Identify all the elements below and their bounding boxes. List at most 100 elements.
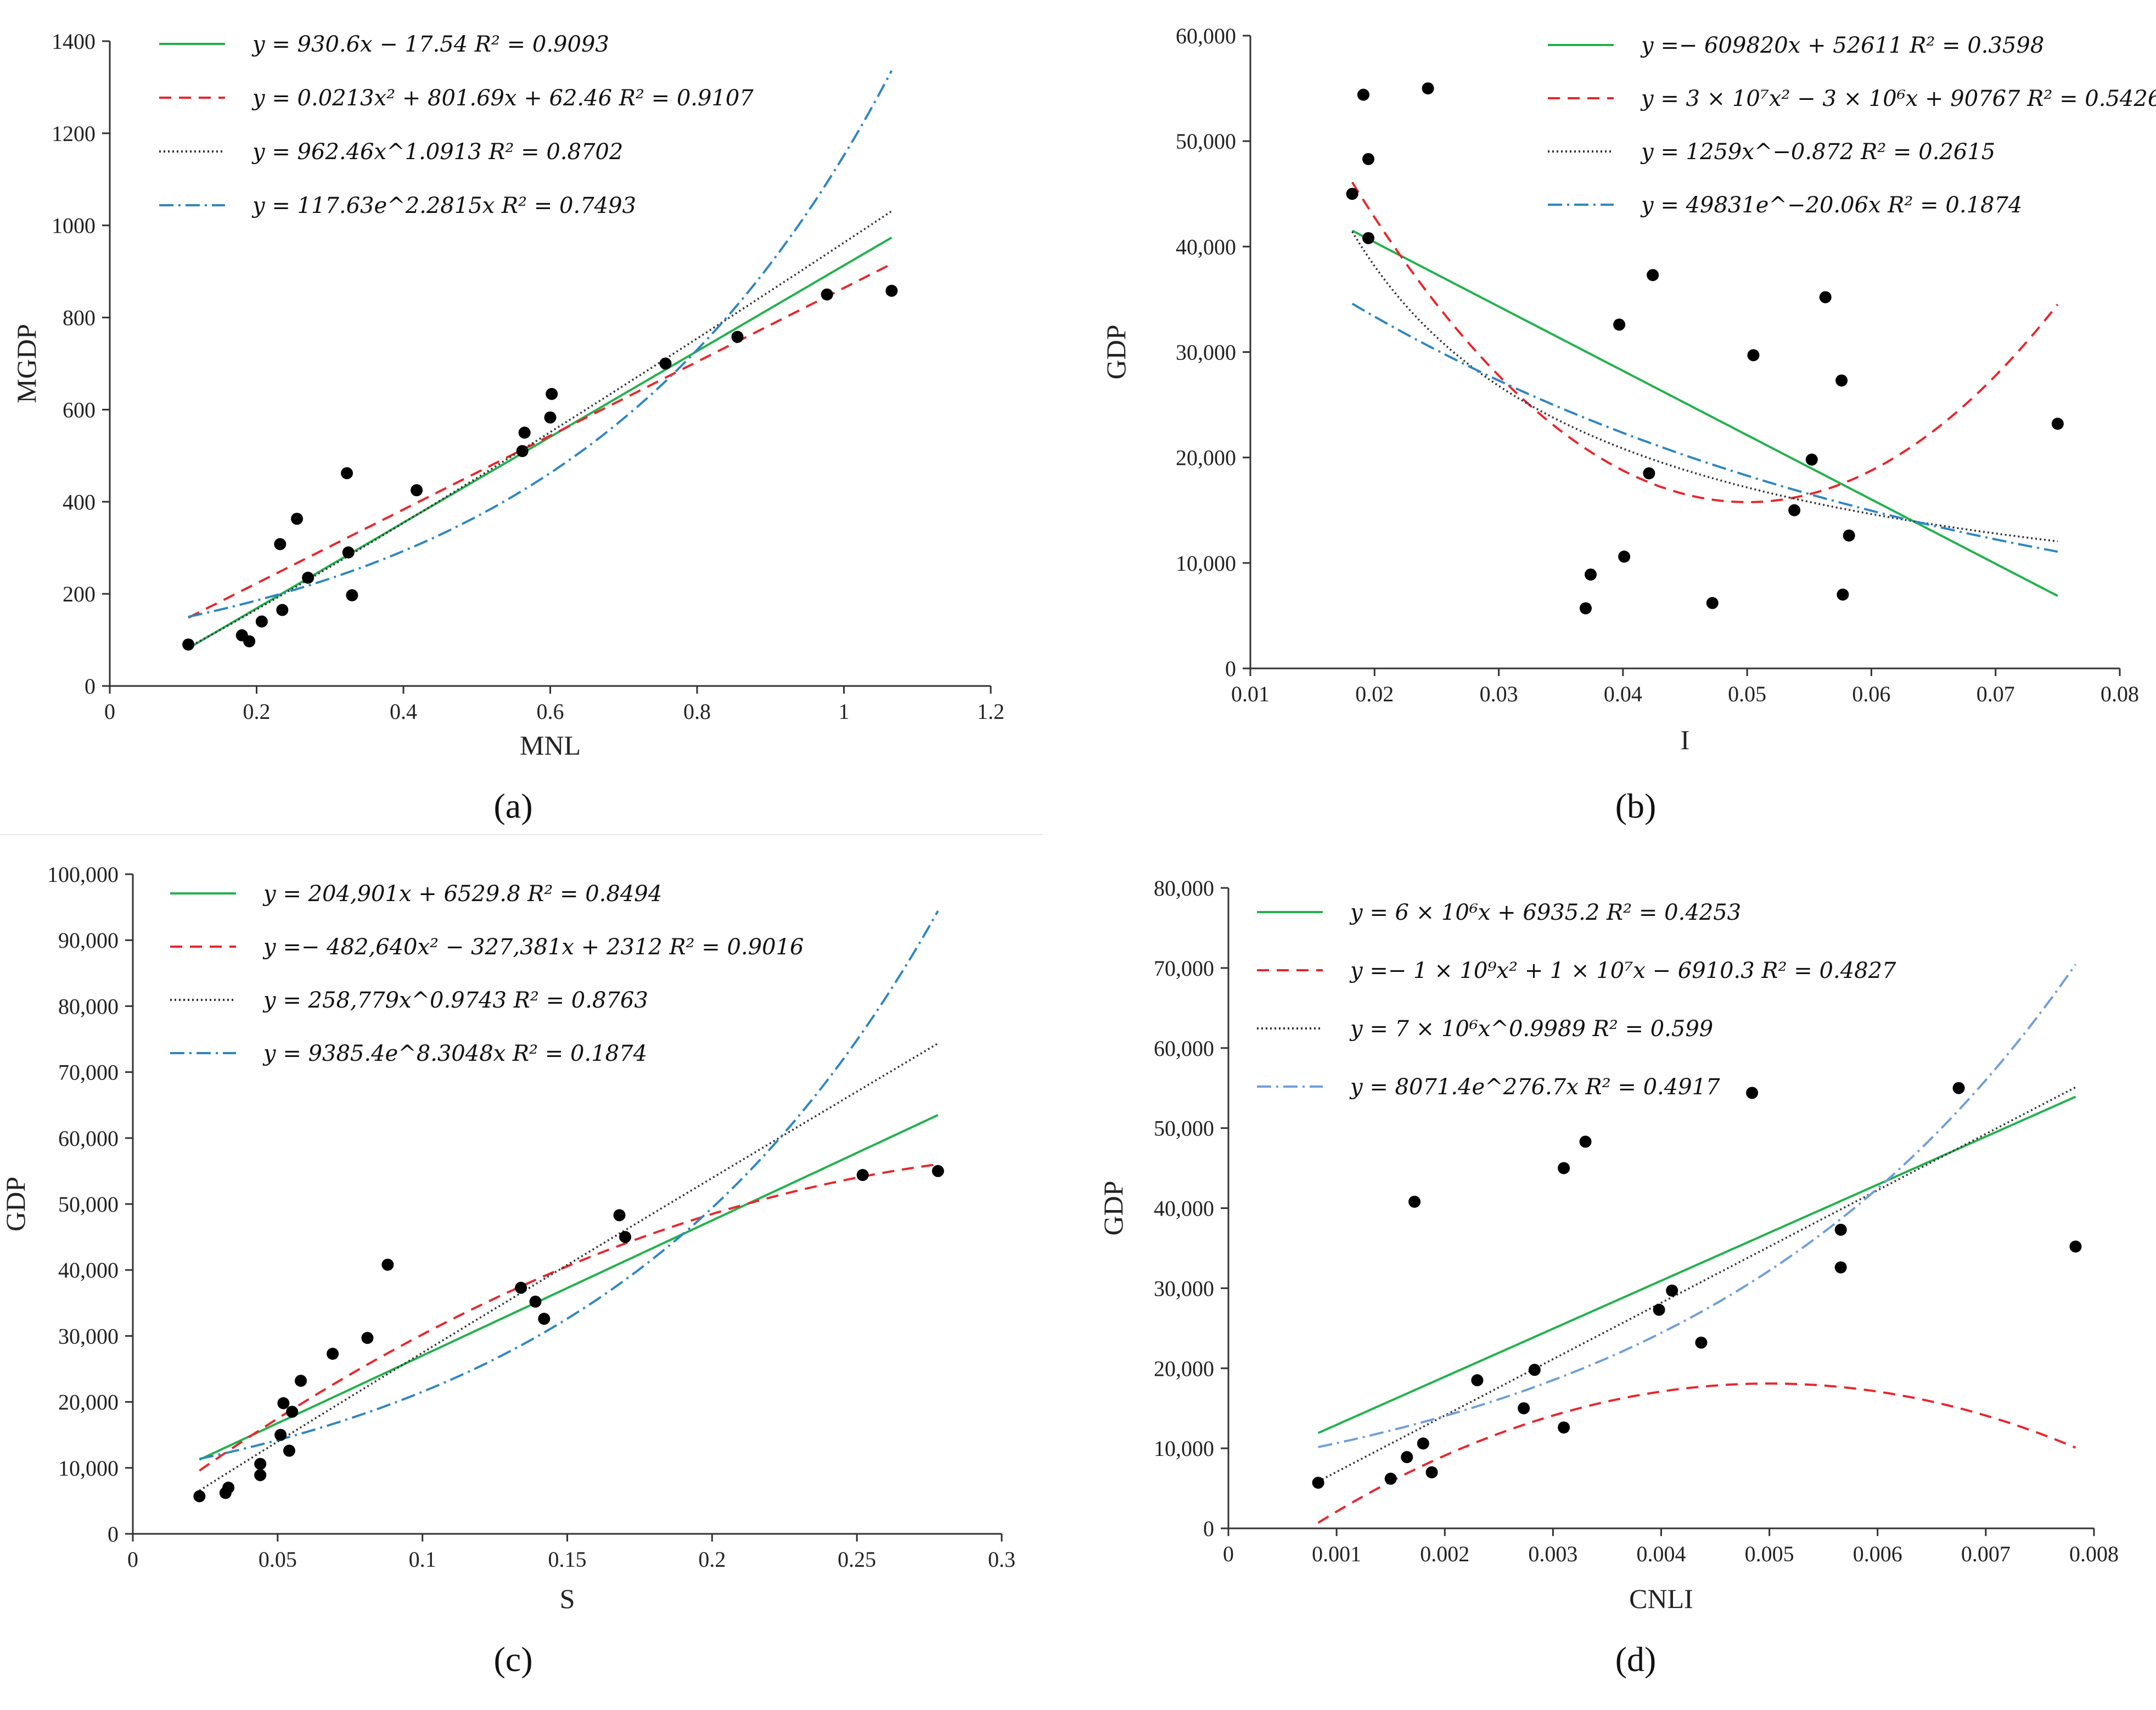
- x-axis-label: I: [1681, 724, 1690, 755]
- y-tick-label: 70,000: [1154, 956, 1214, 981]
- data-point: [1422, 82, 1434, 95]
- data-point: [516, 445, 529, 457]
- y-tick-label: 1400: [52, 29, 96, 54]
- x-axis-label: CNLI: [1629, 1583, 1693, 1614]
- x-tick-label: 0.003: [1528, 1542, 1577, 1566]
- y-tick-label: 20,000: [1176, 446, 1236, 470]
- chart-c: 0 0.05 0.1 0.15 0.2 0.25 0.3 0 10,000 20,000 30,00…: [0, 862, 1015, 1679]
- legend-label: y = 9385.4e^8.3048x R² = 0.1874: [262, 1041, 647, 1066]
- x-tick-label: 0.001: [1312, 1542, 1361, 1566]
- data-point: [821, 288, 833, 301]
- chart-b: 0.01 0.02 0.03 0.04 0.05 0.06 0.07 0.08 0 10,000 2…: [1101, 24, 2156, 825]
- x-tick-label: 0: [104, 699, 115, 724]
- data-point: [1558, 1421, 1570, 1434]
- data-point: [659, 357, 672, 370]
- y-tick-label: 40,000: [58, 1258, 119, 1282]
- x-tick-label: 0: [127, 1547, 138, 1572]
- y-tick-label: 70,000: [58, 1060, 119, 1085]
- fit-line-power: [1351, 231, 2058, 543]
- chart-d: 0 0.001 0.002 0.003 0.004 0.005 0.006 0.007 0.00…: [1098, 876, 2119, 1679]
- legend-label: y = 6 × 10⁶x + 6935.2 R² = 0.4253: [1349, 900, 1741, 925]
- x-tick-label: 0.08: [2101, 682, 2139, 706]
- data-point: [1425, 1466, 1438, 1478]
- x-tick-label: 1.2: [977, 699, 1004, 724]
- y-tick-label: 10,000: [58, 1456, 119, 1481]
- y-tick-label: 20,000: [58, 1390, 119, 1415]
- y-tick-label: 0: [1203, 1516, 1214, 1541]
- fit-line-linear: [1351, 229, 2058, 597]
- x-tick-label: 0.005: [1745, 1542, 1794, 1566]
- legend-label: y = 8071.4e^276.7x R² = 0.4917: [1349, 1075, 1720, 1100]
- data-point: [1384, 1472, 1397, 1485]
- x-tick-label: 0.01: [1231, 682, 1270, 706]
- y-tick-label: 80,000: [58, 994, 119, 1019]
- data-point: [286, 1405, 299, 1418]
- data-point: [1401, 1451, 1413, 1464]
- x-tick-label: 0.008: [2069, 1542, 2119, 1566]
- data-point: [731, 330, 744, 343]
- panel-label: (a): [493, 786, 532, 825]
- x-tick-label: 0.02: [1355, 682, 1394, 706]
- x-tick-label: 0.002: [1420, 1542, 1469, 1566]
- y-tick-label: 50,000: [1154, 1116, 1214, 1141]
- y-tick-label: 400: [63, 490, 96, 514]
- x-tick-label: 0: [1223, 1542, 1234, 1566]
- y-tick-label: 50,000: [58, 1192, 119, 1217]
- x-tick-label: 0.05: [1728, 682, 1766, 706]
- data-point: [1618, 550, 1631, 563]
- data-point: [2051, 418, 2064, 430]
- legend-label: y = 962.46x^1.0913 R² = 0.8702: [251, 139, 623, 165]
- y-tick-label: 10,000: [1154, 1436, 1214, 1461]
- data-point: [1695, 1336, 1708, 1349]
- x-tick-label: 0.25: [838, 1547, 876, 1572]
- data-point: [341, 467, 353, 480]
- data-point: [1585, 568, 1597, 581]
- fit-line-poly2: [188, 263, 892, 619]
- panel-label: (c): [493, 1640, 532, 1679]
- y-tick-label: 60,000: [1176, 24, 1236, 48]
- data-point: [1357, 88, 1369, 101]
- data-point: [1819, 291, 1832, 303]
- data-point: [613, 1209, 626, 1222]
- data-point: [931, 1165, 944, 1177]
- x-axis-label: S: [560, 1583, 575, 1614]
- data-point: [411, 484, 423, 497]
- y-tick-label: 200: [63, 582, 96, 606]
- y-tick-label: 100,000: [47, 862, 119, 887]
- y-tick-label: 10,000: [1176, 551, 1236, 576]
- data-point: [346, 589, 358, 601]
- panel-label: (b): [1615, 786, 1657, 825]
- data-point: [544, 411, 557, 424]
- data-point: [274, 1428, 287, 1441]
- fit-line-power: [188, 210, 892, 649]
- y-tick-label: 60,000: [58, 1126, 119, 1151]
- y-axis-label: MGDP: [11, 324, 42, 403]
- fit-line-poly2: [1351, 181, 2059, 503]
- data-point: [182, 638, 195, 651]
- x-tick-label: 0.07: [1977, 682, 2015, 706]
- y-tick-label: 0: [85, 674, 96, 699]
- x-tick-label: 0.04: [1604, 682, 1642, 706]
- y-tick-label: 600: [63, 397, 96, 422]
- data-point: [276, 604, 289, 616]
- data-point: [619, 1231, 632, 1244]
- y-tick-label: 40,000: [1154, 1196, 1214, 1221]
- legend-label: y = 7 × 10⁶x^0.9989 R² = 0.599: [1349, 1016, 1713, 1042]
- x-tick-label: 0.06: [1852, 682, 1890, 706]
- chart-a: 0 0.2 0.4 0.6 0.8 1 1.2 0 200 400 600 800 1000 1200 14…: [11, 29, 1004, 825]
- legend-label: y =− 609820x + 52611 R² = 0.3598: [1640, 33, 2044, 58]
- data-point: [529, 1295, 542, 1308]
- data-point: [1613, 318, 1626, 331]
- x-tick-label: 0.2: [243, 699, 271, 724]
- y-tick-label: 30,000: [1176, 340, 1236, 365]
- data-point: [254, 1458, 267, 1470]
- y-tick-label: 1200: [52, 121, 96, 146]
- panel-divider: [0, 834, 1043, 835]
- fit-line-exp: [1351, 302, 2058, 553]
- legend-label: y = 258,779x^0.9743 R² = 0.8763: [262, 988, 648, 1013]
- data-point: [274, 538, 287, 550]
- fit-line-poly2: [1317, 1382, 2076, 1524]
- x-tick-label: 0.006: [1853, 1542, 1902, 1566]
- fit-line-poly2: [199, 1163, 939, 1472]
- x-tick-label: 0.05: [259, 1547, 297, 1572]
